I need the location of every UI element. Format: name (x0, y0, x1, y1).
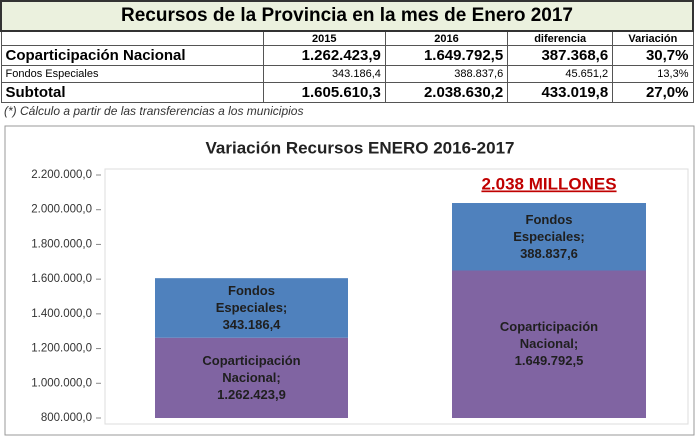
cell: Fondos Especiales (0, 65, 264, 83)
data-label-value: 388.837,6 (520, 245, 578, 261)
bar-segment (452, 203, 646, 271)
cell: 27,0% (612, 82, 694, 103)
row: Fondos Especiales 343.186,4 388.837,6 45… (0, 65, 694, 83)
data-label-name: Fondos Especiales; (513, 211, 585, 244)
y-tick-label: 1.400.000,0 (31, 308, 92, 320)
data-label: Fondos Especiales; 388.837,6 (489, 211, 609, 262)
data-label-name: Coparticipación Nacional; (499, 319, 599, 352)
y-tick-label: 2.200.000,0 (31, 169, 92, 181)
data-label: Coparticipación Nacional; 1.262.423,9 (192, 352, 312, 403)
cell: 387.368,6 (507, 45, 614, 66)
cell: 2.038.630,2 (384, 82, 509, 103)
bar-segment (155, 278, 348, 338)
bar-segment (452, 270, 646, 418)
y-tick-label: 1.600.000,0 (31, 273, 92, 285)
y-tick-label: 1.200.000,0 (31, 343, 92, 355)
data-label-value: 343.186,4 (222, 316, 281, 332)
y-tick-label: 2.000.000,0 (31, 204, 92, 216)
y-tick-label: 1.000.000,0 (31, 377, 92, 389)
table-title: Recursos de la Provincia en la mes de En… (0, 0, 694, 32)
chart-title: Variación Recursos ENERO 2016-2017 (206, 138, 515, 157)
y-tick-label: 800.000,0 (41, 412, 92, 424)
data-label-value: 1.649.792,5 (514, 353, 584, 369)
data-table: Recursos de la Provincia en la mes de En… (0, 0, 694, 103)
data-label-name: Coparticipación Nacional; (202, 352, 301, 385)
bar-segment (155, 337, 348, 418)
cell: 1.605.610,3 (262, 82, 386, 103)
row: Subtotal 1.605.610,3 2.038.630,2 433.019… (0, 82, 694, 103)
data-label: Coparticipación Nacional; 1.649.792,5 (489, 318, 609, 369)
cell: 1.262.423,9 (262, 45, 386, 66)
annotation: 2.038 MILLONES (481, 174, 616, 193)
cell: 13,3% (612, 65, 694, 83)
cell: Coparticipación Nacional (0, 45, 264, 66)
cell: 30,7% (612, 45, 694, 66)
plot-area (104, 168, 689, 425)
data-label-name: Fondos Especiales; (215, 282, 288, 315)
y-tick-label: 1.800.000,0 (31, 238, 92, 250)
data-label: Fondos Especiales; 343.186,4 (192, 282, 312, 333)
cell: 433.019,8 (507, 82, 614, 103)
data-label-value: 1.262.423,9 (217, 386, 286, 402)
cell: Subtotal (0, 82, 264, 103)
footnote: (*) Cálculo a partir de las transferenci… (4, 104, 304, 118)
